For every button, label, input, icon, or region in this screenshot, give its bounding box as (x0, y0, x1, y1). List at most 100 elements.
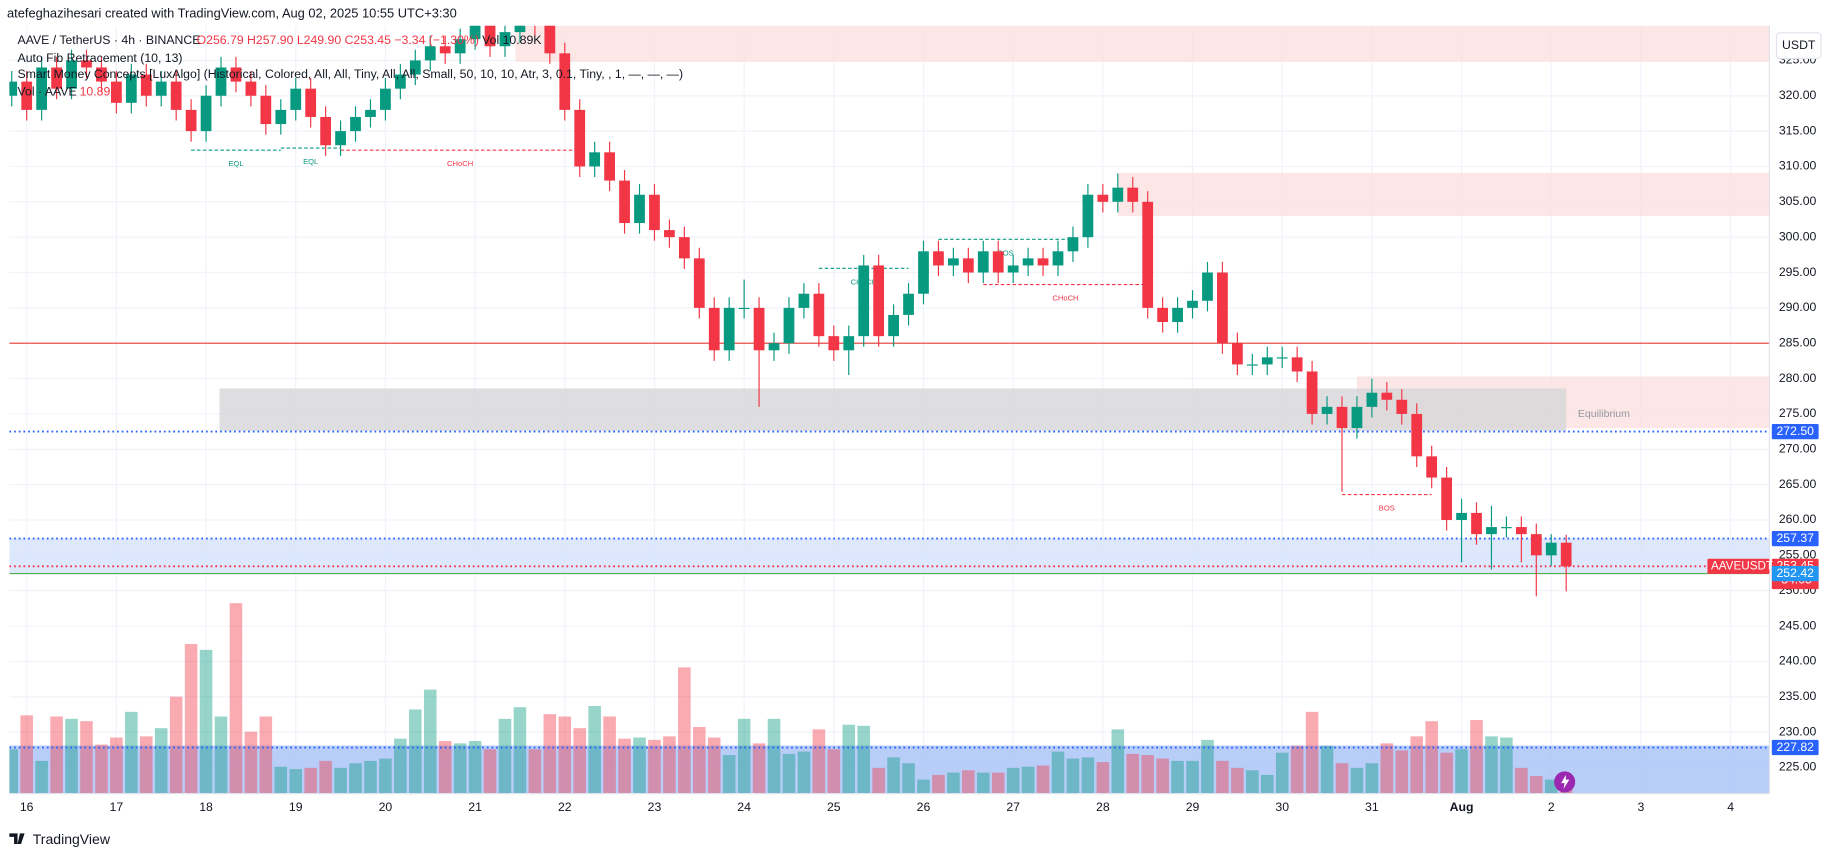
x-tick-label: 21 (468, 800, 482, 814)
candle-body (36, 67, 48, 110)
candle-body (1007, 265, 1019, 273)
y-tick-label: 230.00 (1779, 724, 1817, 738)
volume-bar (259, 716, 273, 794)
candle-body (634, 194, 645, 224)
volume-bar (693, 727, 706, 794)
volume-bar (379, 758, 392, 794)
candle-body (1471, 512, 1482, 535)
volume-bar (588, 705, 601, 794)
candle-body (439, 46, 451, 54)
x-tick-label: 4 (1727, 800, 1734, 814)
volume-bar (199, 649, 213, 794)
x-tick-label: 20 (379, 800, 393, 814)
candle-body (140, 74, 152, 96)
candle-body (1501, 527, 1512, 529)
candle-body (499, 32, 511, 47)
structure-label: BOS (1379, 504, 1395, 513)
volume-bar (633, 737, 646, 794)
candle-body (1441, 477, 1453, 520)
candle-body (66, 60, 77, 89)
volume-bar (1141, 755, 1154, 794)
y-tick-label: 225.00 (1779, 760, 1817, 774)
candle-body (664, 230, 675, 238)
y-tick-label: 315.00 (1779, 123, 1817, 137)
volume-bar (1530, 776, 1543, 794)
volume-bar (498, 718, 512, 794)
candle-body (424, 46, 436, 61)
candle-body (1321, 406, 1333, 414)
x-tick-label: 24 (737, 800, 751, 814)
candle-body (1217, 272, 1228, 344)
structure-label: CHoCH (1052, 294, 1078, 303)
structure-label: CHoCH (447, 159, 473, 168)
x-tick-label: 3 (1638, 800, 1645, 814)
candle-body (873, 265, 885, 337)
volume-bar (887, 757, 900, 794)
candle-body (1381, 392, 1393, 400)
volume-bar (782, 753, 796, 794)
volume-bar (154, 728, 168, 794)
volume-bar (767, 718, 781, 794)
y-tick-label: 310.00 (1779, 159, 1817, 173)
volume-bar (737, 718, 751, 794)
y-tick-label: 295.00 (1779, 265, 1817, 279)
candle-body (110, 81, 122, 103)
candle-body (604, 152, 615, 181)
volume-bar (423, 689, 437, 794)
volume-bar (1216, 760, 1229, 794)
volume-bar (932, 774, 945, 794)
structure-label: EQL (228, 159, 243, 168)
candle-body (21, 81, 33, 110)
candle-body (1082, 194, 1094, 238)
y-tick-label: 320.00 (1779, 88, 1817, 102)
candle-body (1306, 371, 1318, 414)
zone (515, 25, 1770, 62)
candle-body (1396, 399, 1408, 414)
volume-bar (842, 724, 856, 794)
volume-bar (1096, 762, 1110, 794)
volume-bar (364, 760, 377, 794)
volume-bar (1066, 758, 1080, 794)
volume-bar (80, 721, 93, 794)
candle-body (1127, 187, 1139, 202)
volume-bar (169, 696, 183, 794)
candle-body (828, 336, 840, 351)
volume-bar (902, 763, 915, 794)
volume-bar (797, 751, 811, 794)
y-tick-label: 235.00 (1779, 689, 1817, 703)
candle-body (813, 293, 825, 337)
y-tick-label: 305.00 (1779, 194, 1817, 208)
candle-body (514, 25, 526, 33)
volume-bar (20, 715, 33, 794)
x-tick-label: 27 (1006, 800, 1020, 814)
price-tag-label: 252.42 (1776, 566, 1814, 580)
volume-bar (274, 766, 288, 794)
currency-box[interactable] (1775, 32, 1822, 60)
candle-body (1486, 527, 1497, 535)
volume-bar (1006, 767, 1020, 794)
zone (9, 745, 1770, 794)
volume-bar (65, 718, 78, 794)
volume-bar (1126, 753, 1140, 794)
x-tick-label: 25 (827, 800, 841, 814)
volume-bar (483, 749, 497, 794)
price-tag-label: 227.82 (1776, 740, 1814, 754)
candle-body (1157, 307, 1169, 323)
candle-body (260, 95, 272, 125)
volume-bar (1455, 749, 1468, 794)
volume-bar (1485, 736, 1498, 794)
candle-body (753, 307, 765, 351)
candle-body (962, 258, 974, 273)
volume-bar (1470, 720, 1483, 794)
candle-body (1426, 456, 1438, 478)
x-tick-label: 29 (1186, 800, 1200, 814)
candle-body (350, 116, 361, 132)
volume-bar (1515, 767, 1528, 794)
candle-body (409, 60, 421, 75)
price-tag (1771, 739, 1819, 756)
volume-bar (1036, 765, 1050, 794)
candle-body (185, 109, 197, 132)
symbol-tag (1707, 558, 1770, 574)
volume-bar (110, 737, 123, 794)
volume-bar (872, 767, 885, 794)
